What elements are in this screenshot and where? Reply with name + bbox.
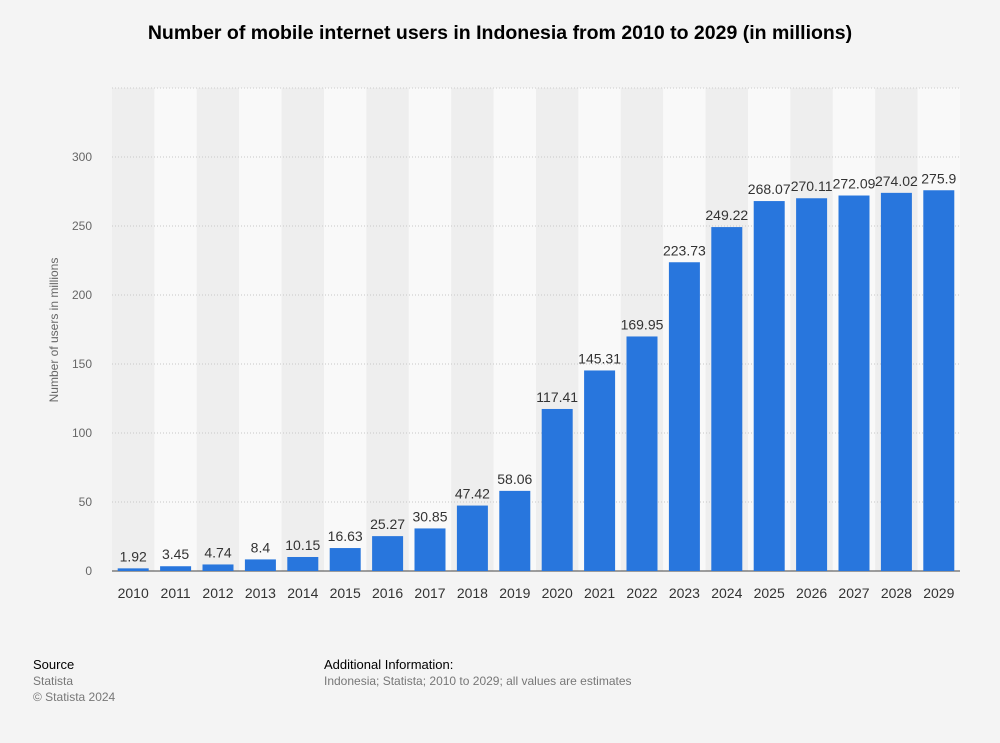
bar-2023[interactable]	[668, 262, 700, 571]
value-label: 274.02	[875, 173, 918, 189]
y-tick-label: 100	[72, 426, 92, 440]
bars	[117, 190, 955, 571]
x-tick-label: 2025	[754, 585, 785, 601]
additional-info-text: Indonesia; Statista; 2010 to 2029; all v…	[324, 674, 632, 688]
x-axis-ticks: 2010 2011 2012 2013 2014 2015 2016 2017 2018 2019…	[118, 585, 955, 601]
bar-2011[interactable]	[160, 566, 192, 571]
x-tick-label: 2029	[923, 585, 954, 601]
bar-2015[interactable]	[329, 548, 361, 571]
x-tick-label: 2028	[881, 585, 912, 601]
value-label: 249.22	[705, 207, 748, 223]
column-band	[451, 88, 494, 571]
value-label: 270.11	[791, 178, 833, 194]
x-tick-label: 2017	[414, 585, 445, 601]
y-tick-label: 0	[85, 564, 92, 578]
bar-2012[interactable]	[202, 564, 234, 571]
bar-2022[interactable]	[626, 336, 658, 571]
y-tick-label: 300	[72, 150, 92, 164]
x-tick-label: 2011	[161, 585, 191, 601]
chart-title: Number of mobile internet users in Indon…	[147, 22, 853, 44]
y-tick-label: 150	[72, 357, 92, 371]
x-tick-label: 2027	[838, 585, 869, 601]
x-tick-label: 2020	[542, 585, 573, 601]
y-tick-label: 200	[72, 288, 92, 302]
y-tick-label: 50	[79, 495, 93, 509]
column-band	[154, 88, 197, 571]
value-label: 275.9	[921, 170, 956, 186]
additional-info-heading: Additional Information:	[324, 657, 454, 672]
column-band	[366, 88, 409, 571]
column-band	[196, 88, 240, 571]
bar-2019[interactable]	[499, 490, 531, 571]
bar-2017[interactable]	[414, 528, 446, 571]
value-label: 58.06	[497, 471, 532, 487]
bar-2020[interactable]	[541, 408, 573, 571]
column-band	[324, 88, 367, 571]
column-bands	[112, 88, 960, 571]
x-tick-label: 2021	[584, 585, 615, 601]
value-label: 47.42	[455, 486, 490, 502]
x-tick-label: 2022	[626, 585, 657, 601]
bar-2026[interactable]	[796, 198, 828, 571]
value-label: 223.73	[663, 242, 706, 258]
bar-2010[interactable]	[117, 568, 149, 571]
bar-2014[interactable]	[287, 556, 319, 571]
bar-2024[interactable]	[711, 227, 743, 571]
column-band	[493, 88, 536, 571]
value-label: 145.31	[578, 350, 621, 366]
copyright: © Statista 2024	[33, 690, 116, 704]
x-tick-label: 2015	[330, 585, 361, 601]
x-tick-label: 2016	[372, 585, 403, 601]
value-label: 272.09	[833, 176, 876, 192]
value-label: 169.95	[621, 316, 664, 332]
y-axis-title: Number of users in millions	[47, 258, 61, 403]
column-band	[281, 88, 324, 571]
column-band	[408, 88, 452, 571]
x-tick-label: 2014	[287, 585, 318, 601]
column-band	[112, 88, 155, 571]
value-label: 4.74	[204, 544, 231, 560]
y-axis-ticks: 0 50 100 150 200 250 300	[72, 150, 92, 578]
bar-2013[interactable]	[244, 559, 276, 571]
bar-2021[interactable]	[584, 370, 616, 571]
additional-info-block: Additional Information: Indonesia; Stati…	[324, 657, 632, 689]
source-heading: Source	[33, 657, 75, 672]
source-block: Source Statista © Statista 2024	[33, 657, 115, 705]
value-label: 8.4	[251, 539, 271, 555]
value-label: 1.92	[120, 548, 147, 564]
x-tick-label: 2013	[245, 585, 276, 601]
bar-2027[interactable]	[838, 195, 870, 571]
value-label: 117.41	[536, 389, 578, 405]
value-label: 10.15	[285, 537, 320, 553]
bar-2025[interactable]	[753, 201, 785, 571]
x-tick-label: 2012	[202, 585, 233, 601]
x-tick-label: 2026	[796, 585, 827, 601]
value-label: 30.85	[412, 508, 447, 524]
column-band	[239, 88, 282, 571]
bar-2028[interactable]	[880, 192, 912, 571]
bar-2016[interactable]	[372, 536, 404, 571]
bar-2029[interactable]	[923, 190, 955, 571]
source-name: Statista	[33, 674, 74, 688]
x-tick-label: 2018	[457, 585, 488, 601]
x-tick-label: 2024	[711, 585, 742, 601]
x-tick-label: 2010	[118, 585, 149, 601]
value-label: 3.45	[162, 546, 189, 562]
x-tick-label: 2019	[499, 585, 530, 601]
y-tick-label: 250	[72, 219, 92, 233]
bar-2018[interactable]	[456, 505, 488, 571]
value-label: 16.63	[328, 528, 363, 544]
value-label: 25.27	[370, 516, 405, 532]
x-tick-label: 2023	[669, 585, 700, 601]
value-labels: 1.92 3.45 4.74 8.4 10.15 16.63 25.27 30.85 47.42…	[120, 170, 957, 564]
value-label: 268.07	[748, 181, 791, 197]
